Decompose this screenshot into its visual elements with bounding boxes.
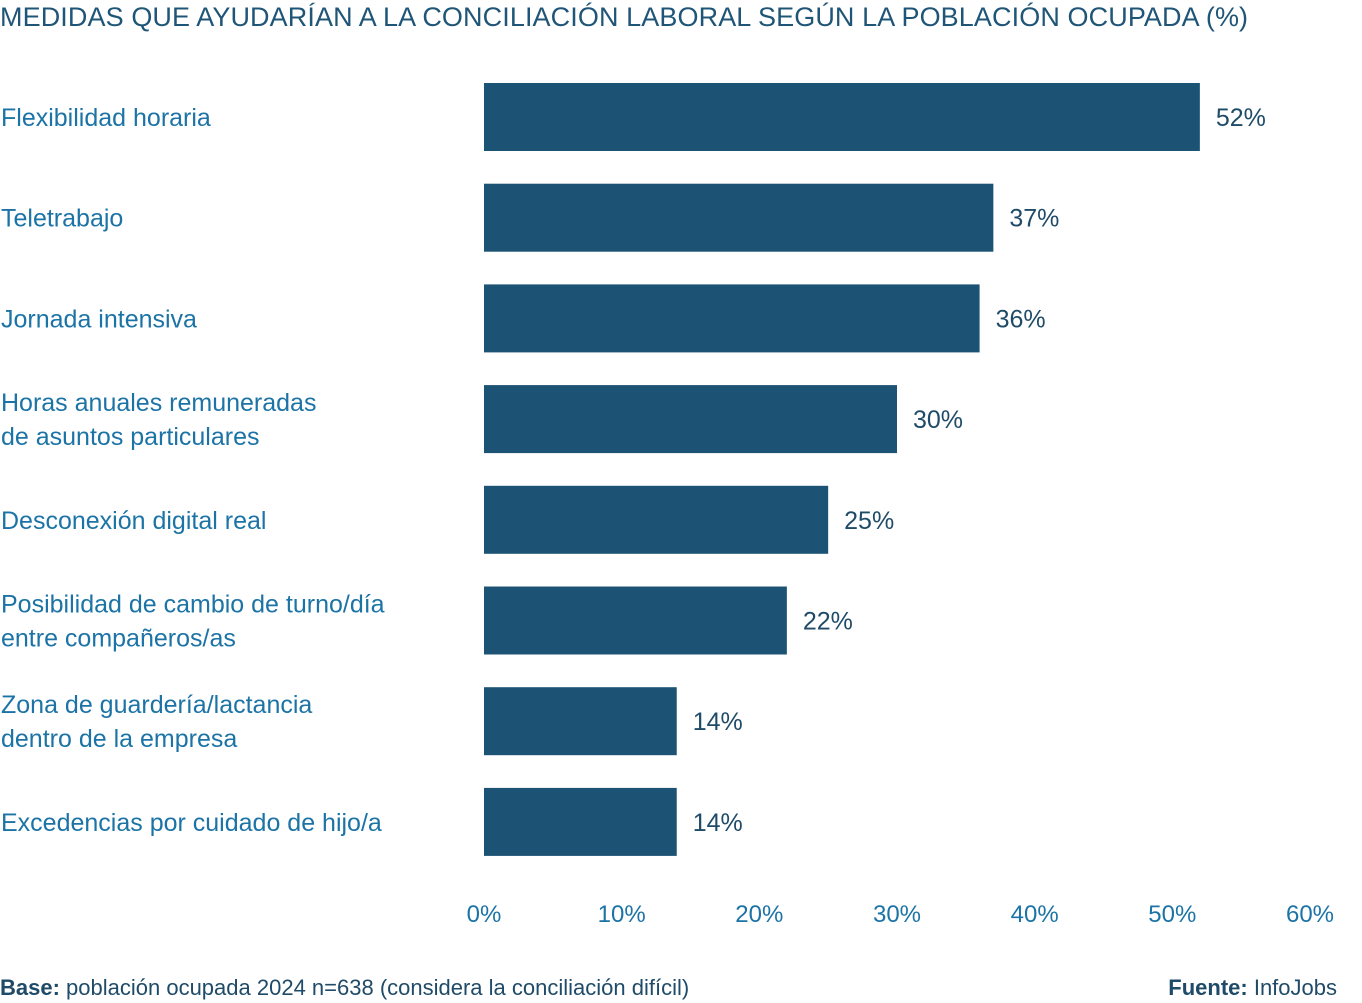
category-label: Teletrabajo	[1, 205, 123, 233]
footer-source-text: InfoJobs	[1247, 975, 1337, 1000]
bars	[484, 83, 1200, 856]
footer-source-note: Fuente: InfoJobs	[1168, 975, 1337, 1001]
x-tick-label: 0%	[467, 901, 502, 928]
bar	[484, 787, 677, 856]
bar	[484, 284, 980, 353]
bar-value-label: 30%	[913, 406, 963, 434]
bar-value-label: 14%	[693, 708, 743, 736]
bar	[484, 183, 994, 252]
x-axis-tick-labels: 0% 10% 20% 30% 40% 50% 60%	[467, 901, 1334, 928]
bar	[484, 687, 677, 756]
category-labels: Flexibilidad horaria Teletrabajo Jornada i…	[1, 104, 385, 837]
category-label: Jornada intensiva	[1, 305, 197, 333]
category-label: Excedencias por cuidado de hijo/a	[1, 809, 382, 837]
category-label: Posibilidad de cambio de turno/día entre …	[1, 591, 385, 653]
chart-title: MEDIDAS QUE AYUDARÍAN A LA CONCILIACIÓN …	[0, 2, 1249, 32]
bar	[484, 83, 1200, 151]
category-label: Desconexión digital real	[1, 507, 266, 535]
bar-value-label: 52%	[1216, 104, 1266, 132]
bar-value-label: 22%	[803, 608, 853, 636]
bar	[484, 485, 829, 554]
bar-value-label: 14%	[693, 809, 743, 837]
bar-value-label: 36%	[996, 305, 1046, 333]
x-tick-label: 20%	[735, 901, 783, 928]
footer-base-label: Base:	[0, 975, 60, 1000]
category-label: Flexibilidad horaria	[1, 104, 211, 132]
category-label: Horas anuales remuneradas de asuntos part…	[1, 389, 316, 451]
category-label: Zona de guardería/lactancia dentro de la …	[1, 691, 312, 753]
x-tick-label: 10%	[598, 901, 646, 928]
footer-base-text: población ocupada 2024 n=638 (considera …	[59, 975, 690, 1000]
value-labels: 52% 37% 36% 30% 25% 22% 14% 14%	[693, 104, 1266, 837]
bar-value-label: 25%	[844, 507, 894, 535]
x-tick-label: 40%	[1011, 901, 1059, 928]
footer-base-note: Base: población ocupada 2024 n=638 (cons…	[0, 975, 689, 1001]
bar-value-label: 37%	[1009, 205, 1059, 233]
bar	[484, 586, 787, 655]
x-tick-label: 60%	[1286, 901, 1334, 928]
x-tick-label: 30%	[873, 901, 921, 928]
footer-source-label: Fuente:	[1168, 975, 1248, 1000]
x-tick-label: 50%	[1148, 901, 1196, 928]
bar	[484, 385, 897, 454]
